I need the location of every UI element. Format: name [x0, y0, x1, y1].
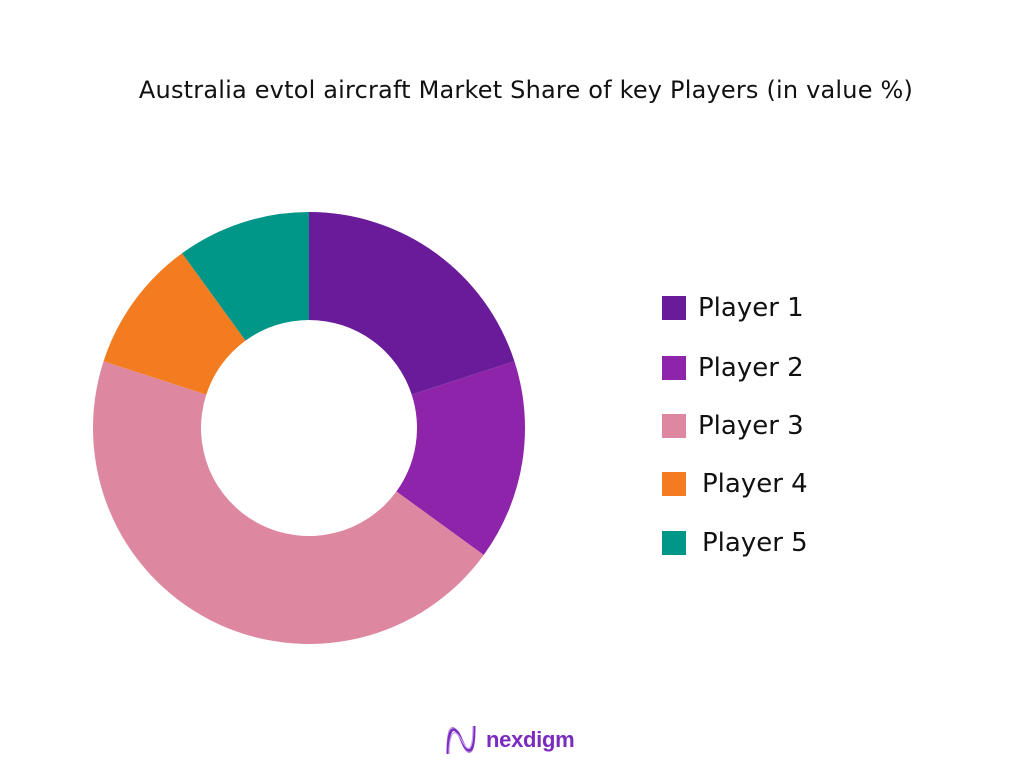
- legend-item-player-3: Player 3: [662, 408, 804, 444]
- chart-title: Australia evtol aircraft Market Share of…: [138, 76, 914, 104]
- logo-text: nexdigm: [486, 727, 575, 752]
- legend-item-player-2: Player 2: [662, 350, 804, 386]
- donut-slice-player-2: [396, 361, 525, 555]
- donut-slice-player-3: [93, 361, 484, 644]
- legend-swatch: [662, 472, 686, 496]
- legend-label: Player 1: [698, 293, 804, 323]
- legend-label: Player 4: [702, 469, 808, 499]
- legend-label: Player 3: [698, 411, 804, 441]
- donut-slice-player-5: [182, 212, 309, 341]
- nexdigm-logo: nexdigm: [444, 722, 575, 758]
- legend-swatch: [662, 356, 686, 380]
- legend-item-player-4: Player 4: [662, 466, 808, 502]
- legend-label: Player 5: [702, 528, 808, 558]
- legend-item-player-1: Player 1: [662, 290, 804, 326]
- donut-slice-player-4: [103, 253, 246, 395]
- legend-label: Player 2: [698, 353, 804, 383]
- legend-item-player-5: Player 5: [662, 525, 808, 561]
- legend-swatch: [662, 414, 686, 438]
- donut-slice-player-1: [309, 212, 515, 395]
- legend-swatch: [662, 296, 686, 320]
- legend-swatch: [662, 531, 686, 555]
- wave-logo-icon: [446, 725, 476, 755]
